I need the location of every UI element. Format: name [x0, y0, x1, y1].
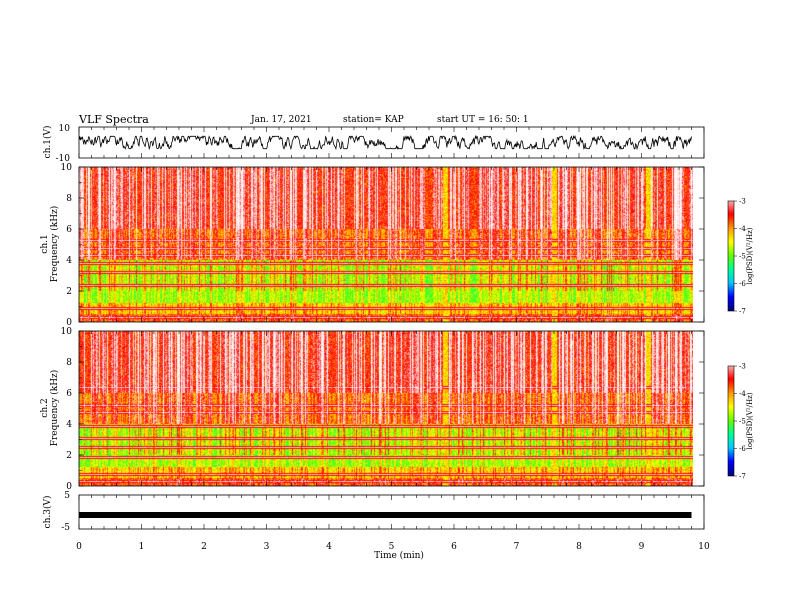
ch2-ytick-label-4: 2: [66, 451, 72, 461]
ch1-ylabel-frequency: Frequency (kHz): [49, 206, 60, 283]
ch2-ytick-label-3: 4: [66, 420, 72, 430]
x-tick-label-3: 3: [264, 542, 270, 552]
colorbar-tick-label-2: -5: [739, 253, 746, 261]
ch1-ytick-top: 10: [59, 124, 71, 134]
colorbar-tick-label-0: -3: [739, 198, 746, 206]
ch2-ytick-label-5: 0: [66, 482, 72, 492]
colorbar-tick-label-0: -3: [739, 363, 746, 371]
ch1-ytick-label-5: 0: [66, 318, 72, 328]
x-tick-label-2: 2: [201, 542, 207, 552]
x-tick-label-8: 8: [576, 542, 582, 552]
ch1-ylabel-channel: ch.1: [40, 234, 50, 253]
start-time-label: start UT = 16: 50: 1: [437, 115, 529, 125]
ch2-colorbar-gradient: [728, 366, 734, 476]
figure-title: VLF Spectra: [78, 113, 149, 126]
ch1-waveform-line: [78, 134, 692, 151]
x-tick-label-1: 1: [139, 542, 145, 552]
ch2-spectrogram-heatmap: [79, 331, 693, 486]
colorbar-tick-label-3: -6: [739, 445, 746, 453]
station-label: station= KAP: [343, 115, 404, 125]
ch1-ytick-label-0: 10: [61, 163, 73, 173]
ch3-waveform-band: [79, 512, 692, 518]
ch1-spectrogram-heatmap: [79, 167, 693, 322]
ch1-ytick-label-1: 8: [66, 194, 72, 204]
x-tick-label-5: 5: [389, 542, 395, 552]
colorbar-tick-label-1: -4: [739, 390, 746, 398]
ch1-colorbar: -3 -4 -5 -6 -7 log(PSD)(V²/Hz): [727, 198, 754, 316]
ch2-spectrogram-panel: 10 8 6 4 2 0 ch.2 Frequency (kHz): [40, 327, 705, 492]
ch1-colorbar-gradient: [728, 201, 734, 311]
colorbar-tick-label-3: -6: [739, 280, 746, 288]
ch1-spectrogram-panel: 10 8 6 4 2 0 ch.1 Frequency (kHz): [40, 163, 705, 328]
ch2-ylabel-channel: ch.2: [40, 398, 50, 417]
ch2-colorbar: -3 -4 -5 -6 -7 log(PSD)(V²/Hz): [727, 363, 754, 481]
ch3-ytick-bottom: -5: [61, 523, 70, 533]
ch1-ytick-label-3: 4: [66, 256, 72, 266]
time-axis: 0 1 2 3 4 5 6 7 8 9 10: [76, 127, 710, 552]
colorbar-tick-label-2: -5: [739, 418, 746, 426]
time-axis-label: Time (min): [374, 550, 424, 561]
ch2-ytick-label-1: 8: [66, 358, 72, 368]
x-tick-label-0: 0: [76, 542, 82, 552]
colorbar-tick-label-4: -7: [739, 308, 746, 316]
ch1-ytick-label-2: 6: [66, 225, 72, 235]
x-tick-label-7: 7: [514, 542, 520, 552]
ch2-ylabel-frequency: Frequency (kHz): [49, 370, 60, 447]
date-label: Jan. 17, 2021: [250, 115, 312, 125]
x-tick-label-6: 6: [451, 542, 457, 552]
ch1-ytick-bottom: -10: [56, 154, 71, 164]
x-tick-label-10: 10: [698, 542, 710, 552]
ch2-colorbar-label: log(PSD)(V²/Hz): [746, 392, 754, 449]
ch2-ytick-label-2: 6: [66, 389, 72, 399]
ch1-ylabel: ch.1(V): [42, 126, 53, 159]
x-tick-label-9: 9: [639, 542, 645, 552]
ch3-ylabel: ch.3(V): [42, 496, 53, 529]
x-tick-label-4: 4: [326, 542, 332, 552]
ch1-ytick-label-4: 2: [66, 287, 72, 297]
ch1-colorbar-label: log(PSD)(V²/Hz): [746, 227, 754, 284]
ch2-ytick-label-0: 10: [61, 327, 73, 337]
ch3-ytick-top: 5: [64, 491, 70, 501]
colorbar-tick-label-4: -7: [739, 473, 746, 481]
colorbar-tick-label-1: -4: [739, 225, 746, 233]
